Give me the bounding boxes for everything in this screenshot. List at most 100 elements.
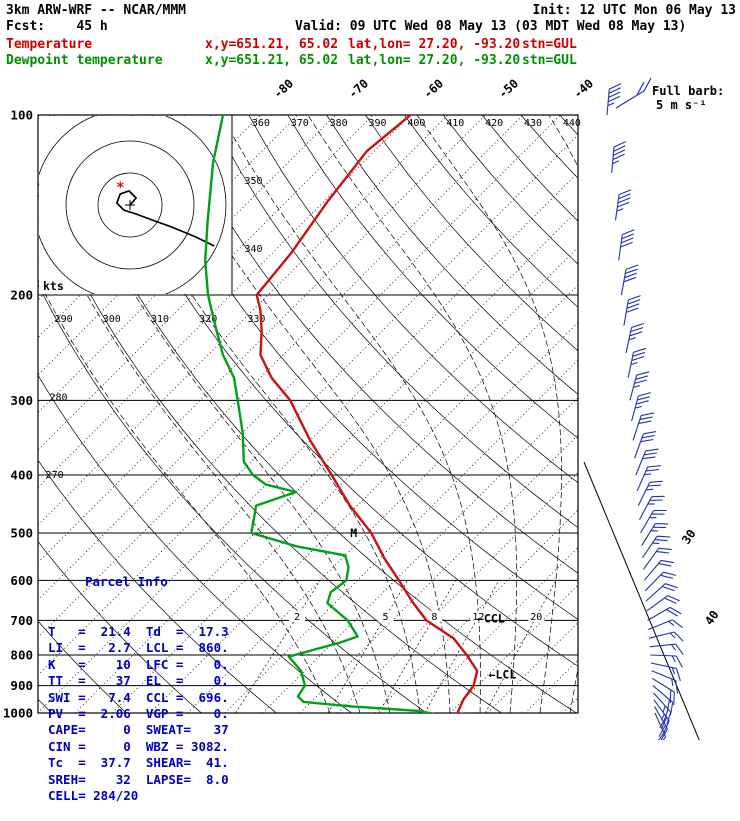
parcel-info-line: Tc = 37.7 SHEAR= 41. <box>48 755 229 771</box>
wind-barb <box>643 536 671 558</box>
parcel-info-line: LI = 2.7 LCL = 860. <box>48 640 229 656</box>
theta-label: 420 <box>485 118 503 129</box>
legend-barb-icon <box>616 78 651 108</box>
theta-label: 270 <box>46 470 64 481</box>
mixing-ratio-line <box>425 580 499 713</box>
diagonal-isotherm-label: 40 <box>702 608 722 628</box>
mixing-ratio-line <box>236 580 321 713</box>
mixing-ratio-label: 2 <box>294 612 300 623</box>
parcel-info-line: PV = 2.06 VGP = 0. <box>48 706 229 722</box>
theta-label: 380 <box>330 118 348 129</box>
wind-barb <box>638 481 662 505</box>
dry-adiabat-line <box>638 115 740 726</box>
top-isotherm-label: -70 <box>346 76 371 101</box>
pressure-label: 1000 <box>3 706 33 721</box>
wind-barb <box>640 496 665 519</box>
dry-adiabat-line <box>210 115 740 726</box>
parcel-info-line: T = 21.4 Td = 17.3 <box>48 624 229 640</box>
isotherm-line <box>300 115 740 713</box>
theta-label: 310 <box>151 314 169 325</box>
wind-barb <box>655 706 668 740</box>
wind-barb <box>652 671 678 694</box>
parcel-info-line: SWI = 7.4 CCL = 696. <box>48 690 229 706</box>
dry-adiabat-line <box>443 115 740 726</box>
theta-label: 330 <box>247 314 265 325</box>
level-marker: ←LCL <box>489 667 517 681</box>
parcel-info-line: TT = 37 EL = 0. <box>48 673 229 689</box>
parcel-info-line: K = 10 LFC = 0. <box>48 657 229 673</box>
diagonal-isotherm-label: 30 <box>679 527 699 547</box>
pressure-label: 200 <box>10 288 33 303</box>
wind-barb <box>621 265 638 295</box>
dry-adiabat-line <box>521 115 740 726</box>
mixing-ratio-label: 8 <box>431 612 437 623</box>
wind-barb <box>626 324 644 354</box>
dry-adiabat-line <box>404 115 740 726</box>
wind-barb <box>648 607 682 620</box>
wind-barb <box>641 511 667 534</box>
temperature-trace <box>257 115 478 715</box>
theta-label: 400 <box>407 118 425 129</box>
diagonal-edge <box>584 462 700 740</box>
barb-legend-title: Full barb: <box>652 84 724 98</box>
wind-barb <box>607 84 621 115</box>
parcel-info-title: Parcel Info <box>85 574 229 590</box>
barb-legend-unit: 5 m s⁻¹ <box>656 98 707 112</box>
wind-barb <box>649 632 683 641</box>
parcel-info-line: SREH= 32 LAPSE= 8.0 <box>48 772 229 788</box>
isotherm-line <box>188 115 740 713</box>
top-isotherm-label: -50 <box>496 76 521 101</box>
hodograph-unit-label: kts <box>43 279 64 293</box>
dry-adiabat-line <box>327 115 740 726</box>
level-marker: ←CCL <box>477 612 505 626</box>
theta-label: 430 <box>524 118 542 129</box>
wind-barb <box>612 142 626 173</box>
isotherm-line <box>600 115 740 713</box>
isotherm-line <box>488 115 740 713</box>
mixing-ratio-label: 5 <box>383 612 389 623</box>
pressure-label: 300 <box>10 393 33 408</box>
parcel-info-line: CELL= 284/20 <box>48 788 229 804</box>
wind-barb <box>616 190 632 221</box>
wind-barb <box>647 596 680 611</box>
dry-adiabat-line <box>560 115 740 726</box>
isotherm-line <box>638 115 740 713</box>
theta-label: 350 <box>244 176 262 187</box>
top-isotherm-label: -80 <box>271 76 296 101</box>
dry-adiabat-line <box>366 115 740 726</box>
theta-label: 300 <box>103 314 121 325</box>
isotherm-line <box>338 115 740 713</box>
level-marker: M <box>350 526 357 540</box>
pressure-label: 800 <box>10 648 33 663</box>
dry-adiabat-line <box>599 115 740 726</box>
wind-barb <box>624 296 641 326</box>
isotherm-line <box>413 115 740 713</box>
parcel-info-line: CAPE= 0 SWEAT= 37 <box>48 722 229 738</box>
theta-label: 390 <box>368 118 386 129</box>
theta-label: 340 <box>244 244 262 255</box>
pressure-label: 500 <box>10 525 33 540</box>
pressure-label: 900 <box>10 678 33 693</box>
moist-adiabat-line <box>222 115 481 713</box>
pressure-label: 600 <box>10 573 33 588</box>
theta-label: 280 <box>49 392 67 403</box>
storm-motion-marker: * <box>116 180 124 196</box>
wind-barb <box>642 524 669 546</box>
theta-label: 360 <box>252 118 270 129</box>
pressure-label: 700 <box>10 613 33 628</box>
pressure-label: 100 <box>10 108 33 123</box>
wind-barb <box>650 644 684 655</box>
wind-barb <box>637 466 661 491</box>
parcel-info-line: CIN = 0 WBZ = 3082. <box>48 739 229 755</box>
wind-barb <box>644 548 672 569</box>
top-isotherm-label: -60 <box>421 76 446 101</box>
wind-barb <box>648 620 682 630</box>
theta-label: 370 <box>291 118 309 129</box>
top-isotherm-label: -40 <box>571 76 596 101</box>
isotherm-line <box>150 115 740 713</box>
theta-label: 410 <box>446 118 464 129</box>
pressure-label: 400 <box>10 468 33 483</box>
wind-barb <box>619 230 635 261</box>
